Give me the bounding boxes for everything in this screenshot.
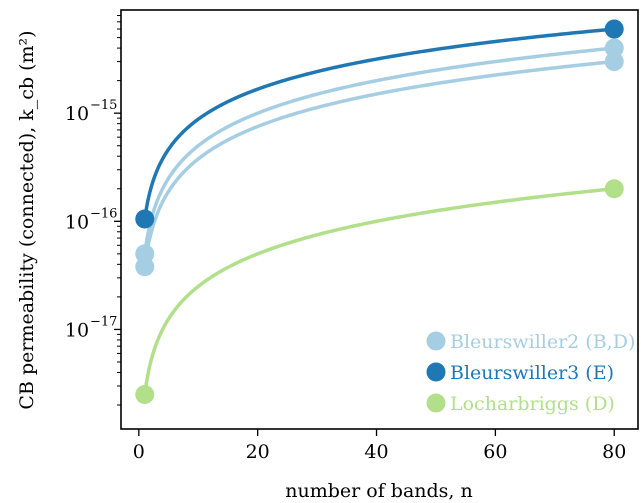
x-tick-label: 40 (364, 441, 388, 463)
legend-marker (426, 393, 446, 413)
plot-frame (120, 9, 639, 430)
legend-marker (426, 362, 446, 382)
data-point-2-0 (135, 385, 155, 405)
data-point-0-2 (604, 38, 624, 58)
series-line-0-1 (143, 59, 616, 269)
legend: Bleurswiller2 (B,D) Bleurswiller3 (E) Loch… (426, 331, 635, 415)
markers-layer (135, 19, 624, 405)
series-line-1-0 (143, 27, 616, 221)
x-tick-label: 0 (133, 441, 145, 463)
y-tick-exponent: −16 (90, 206, 117, 221)
curves-layer (143, 27, 616, 397)
data-point-0-1 (135, 257, 155, 277)
data-point-0-3 (604, 52, 624, 72)
x-tick-label: 60 (483, 441, 507, 463)
y-tick-label: 10 (65, 211, 89, 233)
x-tick-label: 20 (246, 441, 270, 463)
y-axis-label: CB permeability (connected), k_cb (m²) (16, 30, 38, 409)
data-point-2-1 (604, 179, 624, 199)
y-tick-exponent: −17 (90, 314, 117, 329)
x-axis-label: number of bands, n (285, 480, 473, 502)
data-point-1-0 (135, 209, 155, 229)
legend-label: Bleurswiller2 (B,D) (450, 331, 635, 353)
legend-label: Bleurswiller3 (E) (450, 362, 614, 384)
data-point-1-1 (604, 19, 624, 39)
legend-label: Locharbriggs (D) (450, 393, 615, 415)
y-tick-label: 10 (65, 319, 89, 341)
legend-marker (426, 331, 446, 351)
x-tick-label: 80 (602, 441, 626, 463)
series-line-0-0 (143, 46, 616, 256)
series-line-2-0 (143, 187, 616, 397)
y-tick-label: 10 (65, 103, 89, 125)
y-tick-exponent: −15 (90, 98, 117, 113)
